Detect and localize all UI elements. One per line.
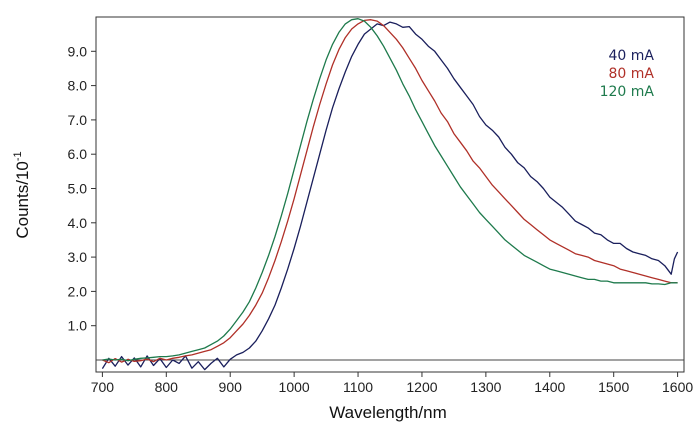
series-layer — [101, 18, 679, 371]
x-tick-label: 700 — [91, 379, 115, 395]
y-tick-label: 7.0 — [68, 112, 88, 128]
y-tick-label: 6.0 — [68, 146, 88, 162]
series-line-2 — [102, 19, 678, 364]
y-axis-label-exponent: -1 — [12, 151, 24, 161]
x-tick-label: 900 — [219, 379, 243, 395]
x-tick-label: 1300 — [470, 379, 501, 395]
x-tick-label: 1100 — [343, 379, 373, 395]
x-tick-label: 1600 — [662, 379, 693, 395]
y-tick-label: 1.0 — [68, 318, 88, 334]
y-tick-label: 8.0 — [68, 78, 88, 94]
x-tick-label: 1200 — [406, 379, 437, 395]
y-axis: 1.0 2.0 3.0 4.0 5.0 6.0 7.0 8.0 9.0 — [68, 43, 96, 334]
series-line-3 — [102, 18, 678, 362]
y-tick-label: 4.0 — [68, 215, 88, 231]
y-axis-label: Counts/10-1 — [12, 151, 32, 238]
x-tick-label: 1000 — [279, 379, 310, 395]
legend-entry-2: 80 mA — [609, 66, 655, 82]
y-tick-label: 5.0 — [68, 180, 88, 196]
x-tick-label: 1500 — [598, 379, 629, 395]
y-tick-label: 2.0 — [68, 283, 88, 299]
series-line-1 — [101, 21, 679, 371]
x-axis: 700 800 900 1000 1100 1200 1300 1400 1500 1600 — [91, 372, 693, 395]
plot-frame — [95, 16, 685, 373]
plot-area-border — [95, 16, 685, 373]
legend-entry-3: 120 mA — [600, 84, 655, 100]
legend: 40 mA 80 mA 120 mA — [600, 48, 655, 100]
x-tick-label: 1400 — [534, 379, 565, 395]
legend-entry-1: 40 mA — [609, 48, 655, 64]
y-tick-label: 9.0 — [68, 43, 88, 59]
x-axis-label: Wavelength/nm — [329, 403, 446, 422]
y-tick-label: 3.0 — [68, 249, 88, 265]
x-tick-label: 800 — [155, 379, 179, 395]
y-axis-label-base: Counts/10 — [13, 161, 32, 239]
